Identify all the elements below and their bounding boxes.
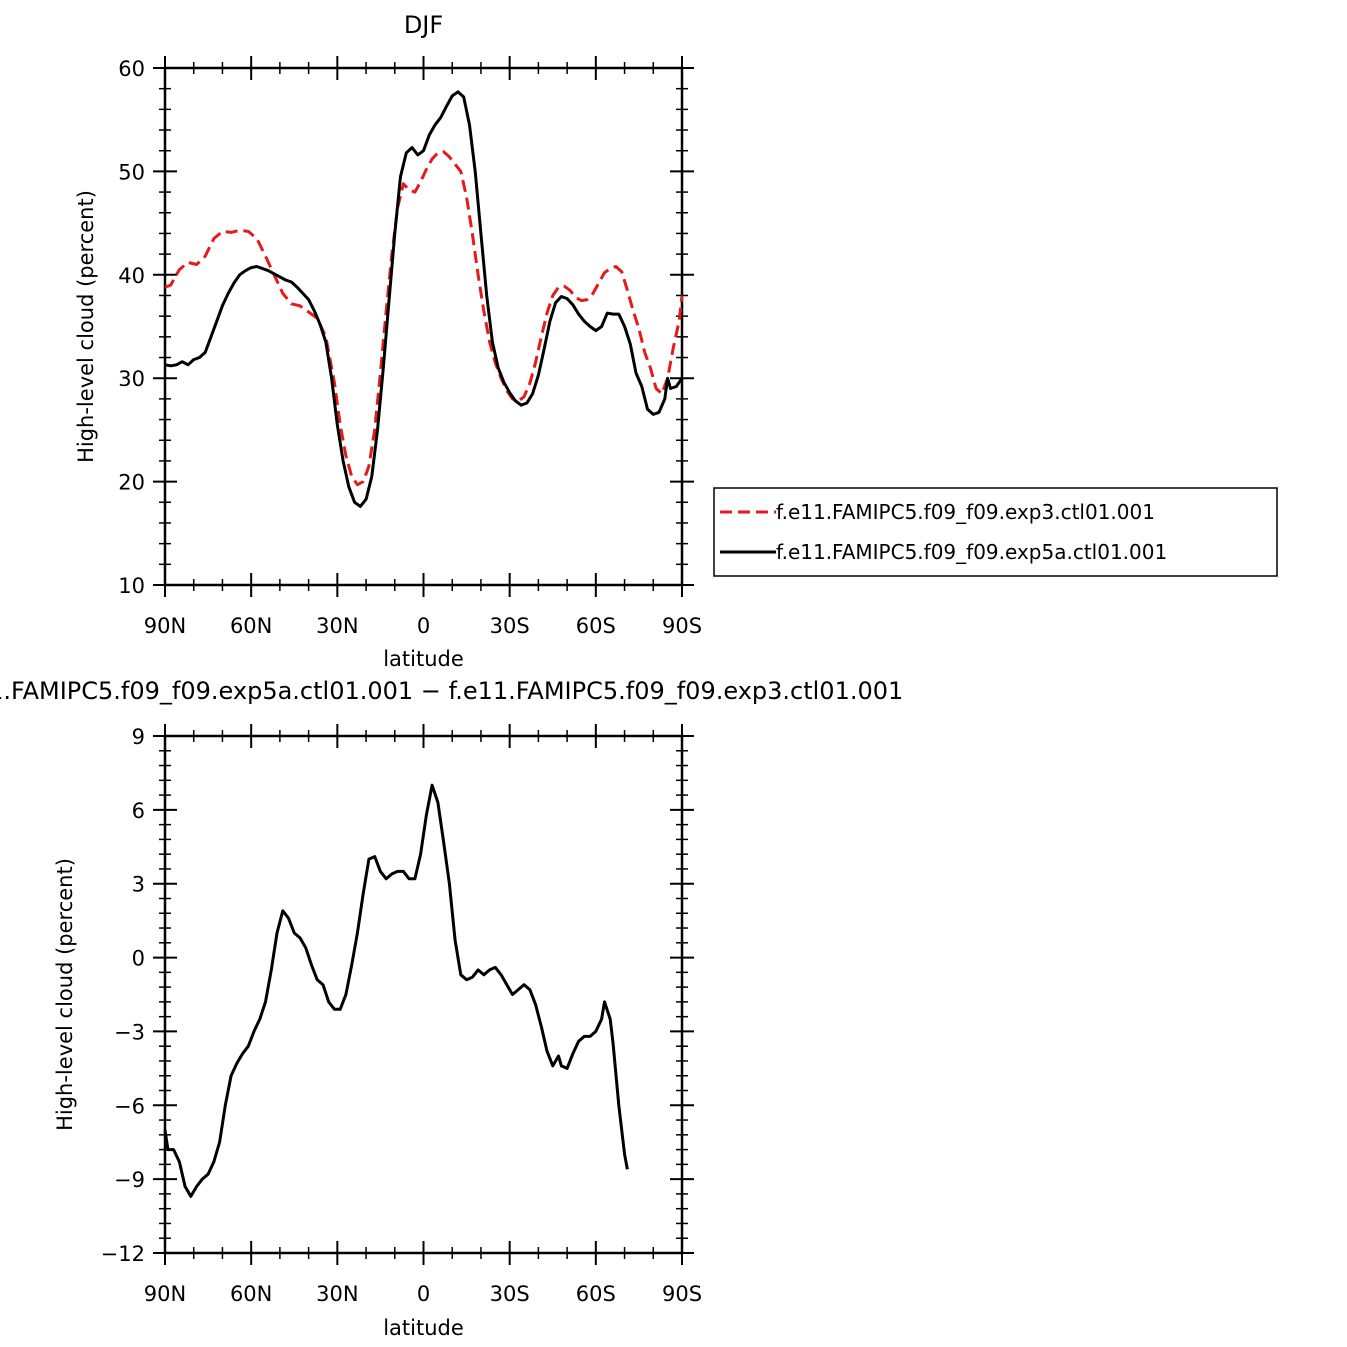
y-tick-label: 20: [118, 471, 145, 495]
legend-label-0: f.e11.FAMIPC5.f09_f09.exp3.ctl01.001: [776, 500, 1155, 524]
plot-frame: [163, 734, 684, 1255]
x-tick-label: 0: [417, 614, 430, 638]
panel-bottom: −12 −9 −6 −3 0 3 6 9 90N 60N 30N 0 30S 60S 90S latitude…: [0, 677, 903, 1340]
x-axis-title: latitude: [383, 1316, 464, 1340]
x-tick-label: 90N: [144, 1282, 186, 1306]
x-tick-label: 90S: [662, 1282, 702, 1306]
x-tick-label: 30S: [490, 614, 530, 638]
series-line-1: [164, 90, 684, 508]
y-axis-title: High-level cloud (percent): [53, 858, 77, 1131]
legend: f.e11.FAMIPC5.f09_f09.exp3.ctl01.001 f.e1…: [713, 487, 1278, 577]
y-tick-label: 6: [132, 799, 145, 823]
series-line-0: [164, 150, 684, 487]
panel-top: 10 20 30 40 50 60 90N 60N 30N 0 30S 60S 90S latitude H…: [74, 11, 1278, 671]
legend-label-1: f.e11.FAMIPC5.f09_f09.exp5a.ctl01.001: [776, 540, 1167, 564]
series-line-0: [163, 783, 629, 1198]
x-tick-label: 30N: [316, 1282, 358, 1306]
y-tick-label: 40: [118, 264, 145, 288]
x-tick-label: 30N: [316, 614, 358, 638]
y-tick-label: 10: [118, 574, 145, 598]
x-axis-title: latitude: [383, 647, 464, 671]
y-tick-label: 3: [132, 873, 145, 897]
x-tick-label: 60S: [576, 1282, 616, 1306]
y-tick-label: −12: [101, 1242, 145, 1266]
x-tick-label: 30S: [490, 1282, 530, 1306]
x-tick-label: 90N: [144, 614, 186, 638]
y-tick-label: −9: [114, 1168, 145, 1192]
y-tick-label: −3: [114, 1020, 145, 1044]
x-tick-label: 60N: [230, 614, 272, 638]
legend-box: [713, 487, 1278, 577]
y-tick-label: −6: [114, 1094, 145, 1118]
chart-title: f.e11.FAMIPC5.f09_f09.exp5a.ctl01.001 − …: [0, 677, 903, 705]
y-tick-label: 9: [132, 725, 145, 749]
chart-title: DJF: [404, 11, 443, 39]
plot-frame: [163, 66, 684, 587]
x-tick-label: 60N: [230, 1282, 272, 1306]
y-tick-label: 60: [118, 57, 145, 81]
y-tick-label: 0: [132, 947, 145, 971]
x-tick-label: 90S: [662, 614, 702, 638]
x-tick-label: 60S: [576, 614, 616, 638]
y-axis-title: High-level cloud (percent): [74, 190, 98, 463]
y-tick-label: 30: [118, 367, 145, 391]
x-tick-label: 0: [417, 1282, 430, 1306]
y-tick-label: 50: [118, 160, 145, 184]
